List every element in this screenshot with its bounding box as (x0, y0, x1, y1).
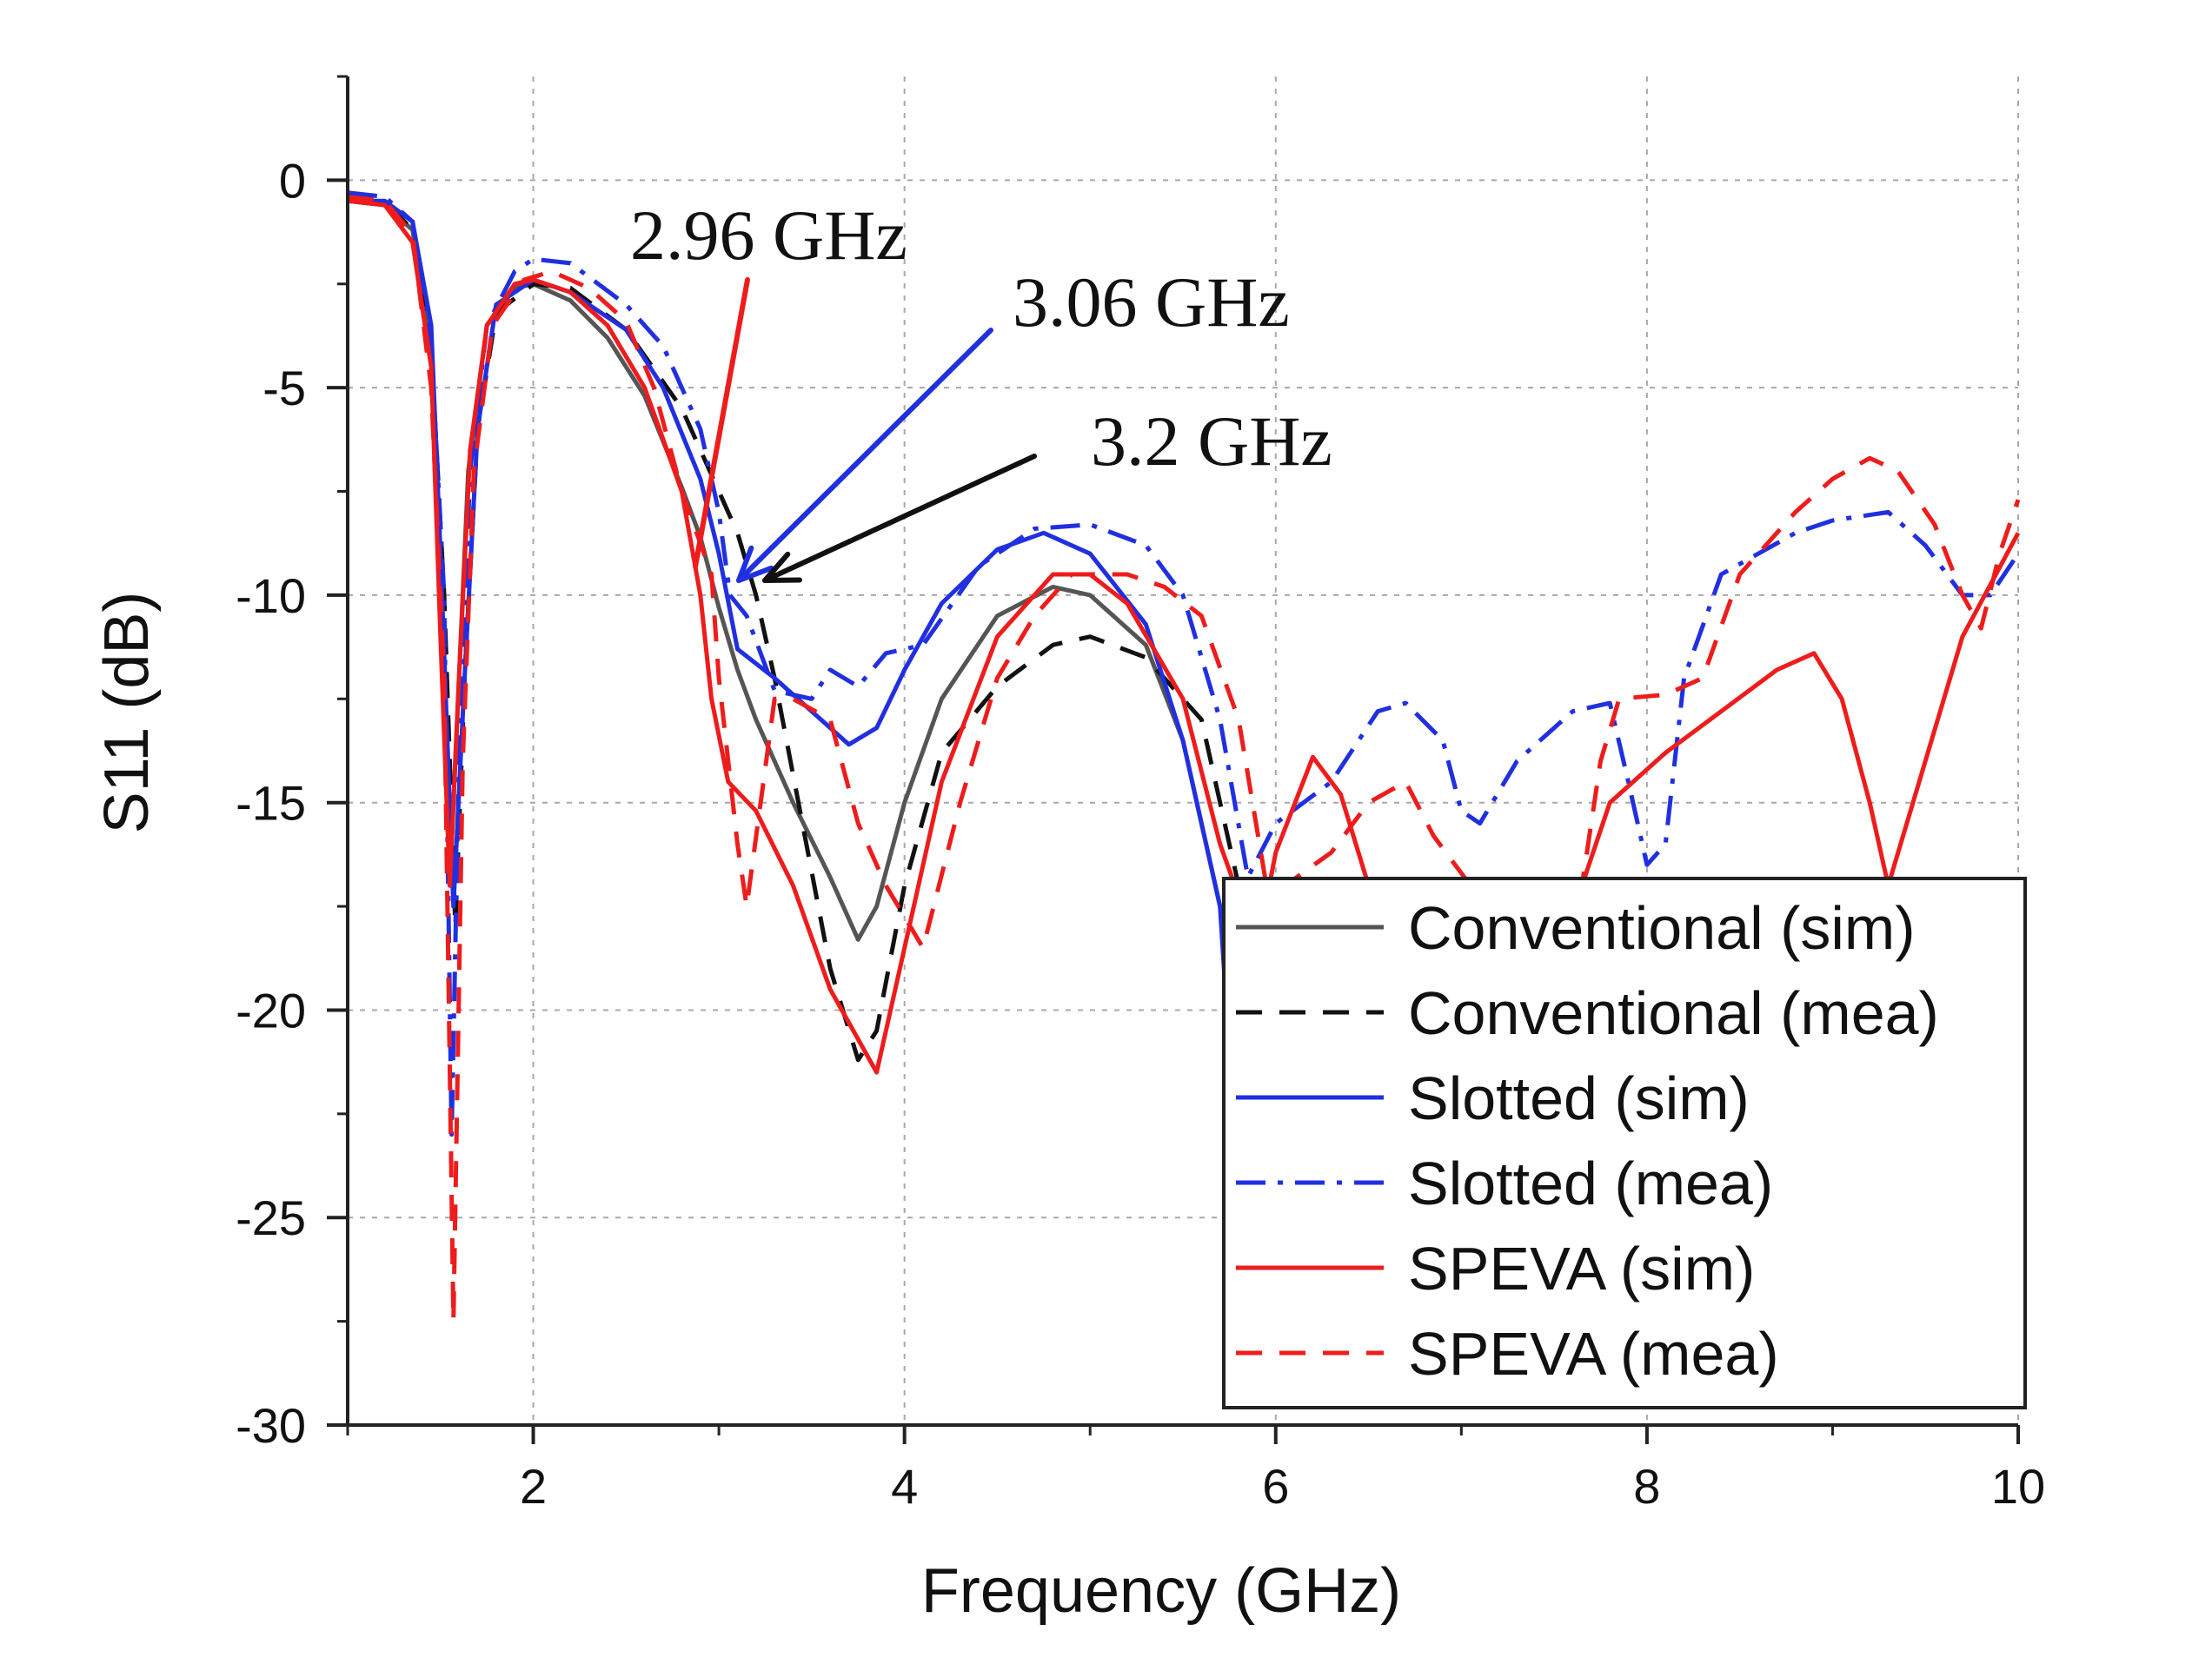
annotation-arrowhead-2 (736, 545, 774, 583)
x-tick-label: 2 (520, 1459, 547, 1514)
annotations: 2.96 GHz 3.06 GHz 3.2 GHz (630, 196, 1332, 583)
y-tick-label: -20 (236, 983, 306, 1038)
x-tick-label: 6 (1262, 1459, 1289, 1514)
annotation-label-1: 2.96 GHz (630, 196, 907, 275)
legend-label-6: SPEVA (mea) (1408, 1320, 1779, 1388)
x-tick-label: 4 (891, 1459, 918, 1514)
annotation-label-3: 3.2 GHz (1091, 401, 1332, 481)
y-tick-label: -25 (236, 1190, 306, 1245)
legend-label-2: Conventional (mea) (1408, 979, 1939, 1047)
plot-area (347, 190, 2021, 1324)
legend-label-4: Slotted (mea) (1408, 1150, 1773, 1217)
annotation-arrow-2 (736, 328, 993, 583)
x-tick-label: 8 (1633, 1459, 1660, 1514)
annotation-arrow-3 (762, 454, 1037, 583)
y-tick-label: -5 (262, 361, 306, 415)
x-tick-label: 10 (1991, 1459, 2045, 1514)
legend-label-5: SPEVA (sim) (1408, 1235, 1755, 1303)
y-tick-label: -30 (236, 1398, 306, 1453)
series-line-5 (347, 198, 2021, 1075)
series-line-4 (347, 190, 2021, 1137)
annotation-label-2: 3.06 GHz (1013, 262, 1290, 341)
series-line-6 (347, 195, 2021, 1324)
legend-box (1222, 877, 2027, 1409)
x-axis-label: Frequency (GHz) (921, 1556, 1401, 1626)
series-line-3 (348, 198, 1232, 1052)
y-axis-label: S11 (dB) (92, 592, 162, 834)
legend-label-1: Conventional (sim) (1408, 894, 1916, 962)
legend-label-3: Slotted (sim) (1408, 1064, 1750, 1132)
y-tick-label: 0 (279, 153, 306, 208)
y-tick-label: -15 (236, 776, 306, 831)
annotation-arrowhead-3 (762, 551, 802, 583)
legend: Conventional (sim) Conventional (mea) Slot… (1222, 877, 2027, 1409)
y-tick-label: -10 (236, 568, 306, 623)
annotation-arrow-1 (693, 277, 750, 569)
axes: 0 -5 -10 -15 -20 -25 -30 2 4 6 8 10 (236, 75, 2045, 1514)
